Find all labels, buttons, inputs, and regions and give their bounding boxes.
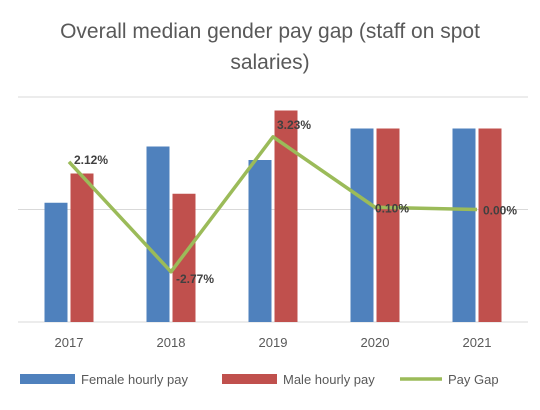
pay-gap-label-2017: 2.12% [74,153,108,167]
x-tick-label-2019: 2019 [259,335,288,350]
pay-gap-label-2020: 0.10% [375,201,409,215]
bar-female-hourly-pay-2019 [249,160,272,322]
x-tick-label-2020: 2020 [361,335,390,350]
bar-male-hourly-pay-2021 [479,129,502,323]
x-tick-label-2017: 2017 [55,335,84,350]
x-tick-label-2018: 2018 [157,335,186,350]
bar-male-hourly-pay-2020 [377,129,400,323]
pay-gap-label-2018: -2.77% [176,272,214,286]
x-tick-label-2021: 2021 [463,335,492,350]
bar-female-hourly-pay-2020 [351,129,374,323]
bar-female-hourly-pay-2018 [147,147,170,323]
pay-gap-label-2019: 3.23% [277,118,311,132]
legend-label-female-hourly-pay: Female hourly pay [81,372,188,387]
pay-gap-line [69,137,477,272]
bar-male-hourly-pay-2017 [71,174,94,323]
bars [45,111,502,323]
legend-swatch-male-hourly-pay [222,374,277,384]
legend-label-male-hourly-pay: Male hourly pay [283,372,375,387]
bar-female-hourly-pay-2017 [45,203,68,322]
bar-male-hourly-pay-2018 [173,194,196,322]
bar-female-hourly-pay-2021 [453,129,476,323]
chart-title-line-1: Overall median gender pay gap (staff on … [60,20,480,43]
pay-gap-polyline [69,137,477,272]
legend: Female hourly pay Male hourly pay Pay Gap [20,372,499,387]
x-axis: 2017 2018 2019 2020 2021 [55,335,492,350]
legend-swatch-female-hourly-pay [20,374,75,384]
legend-label-pay-gap: Pay Gap [448,372,499,387]
pay-gap-label-2021: 0.00% [483,204,517,218]
chart-title-line-2: salaries) [230,51,309,74]
